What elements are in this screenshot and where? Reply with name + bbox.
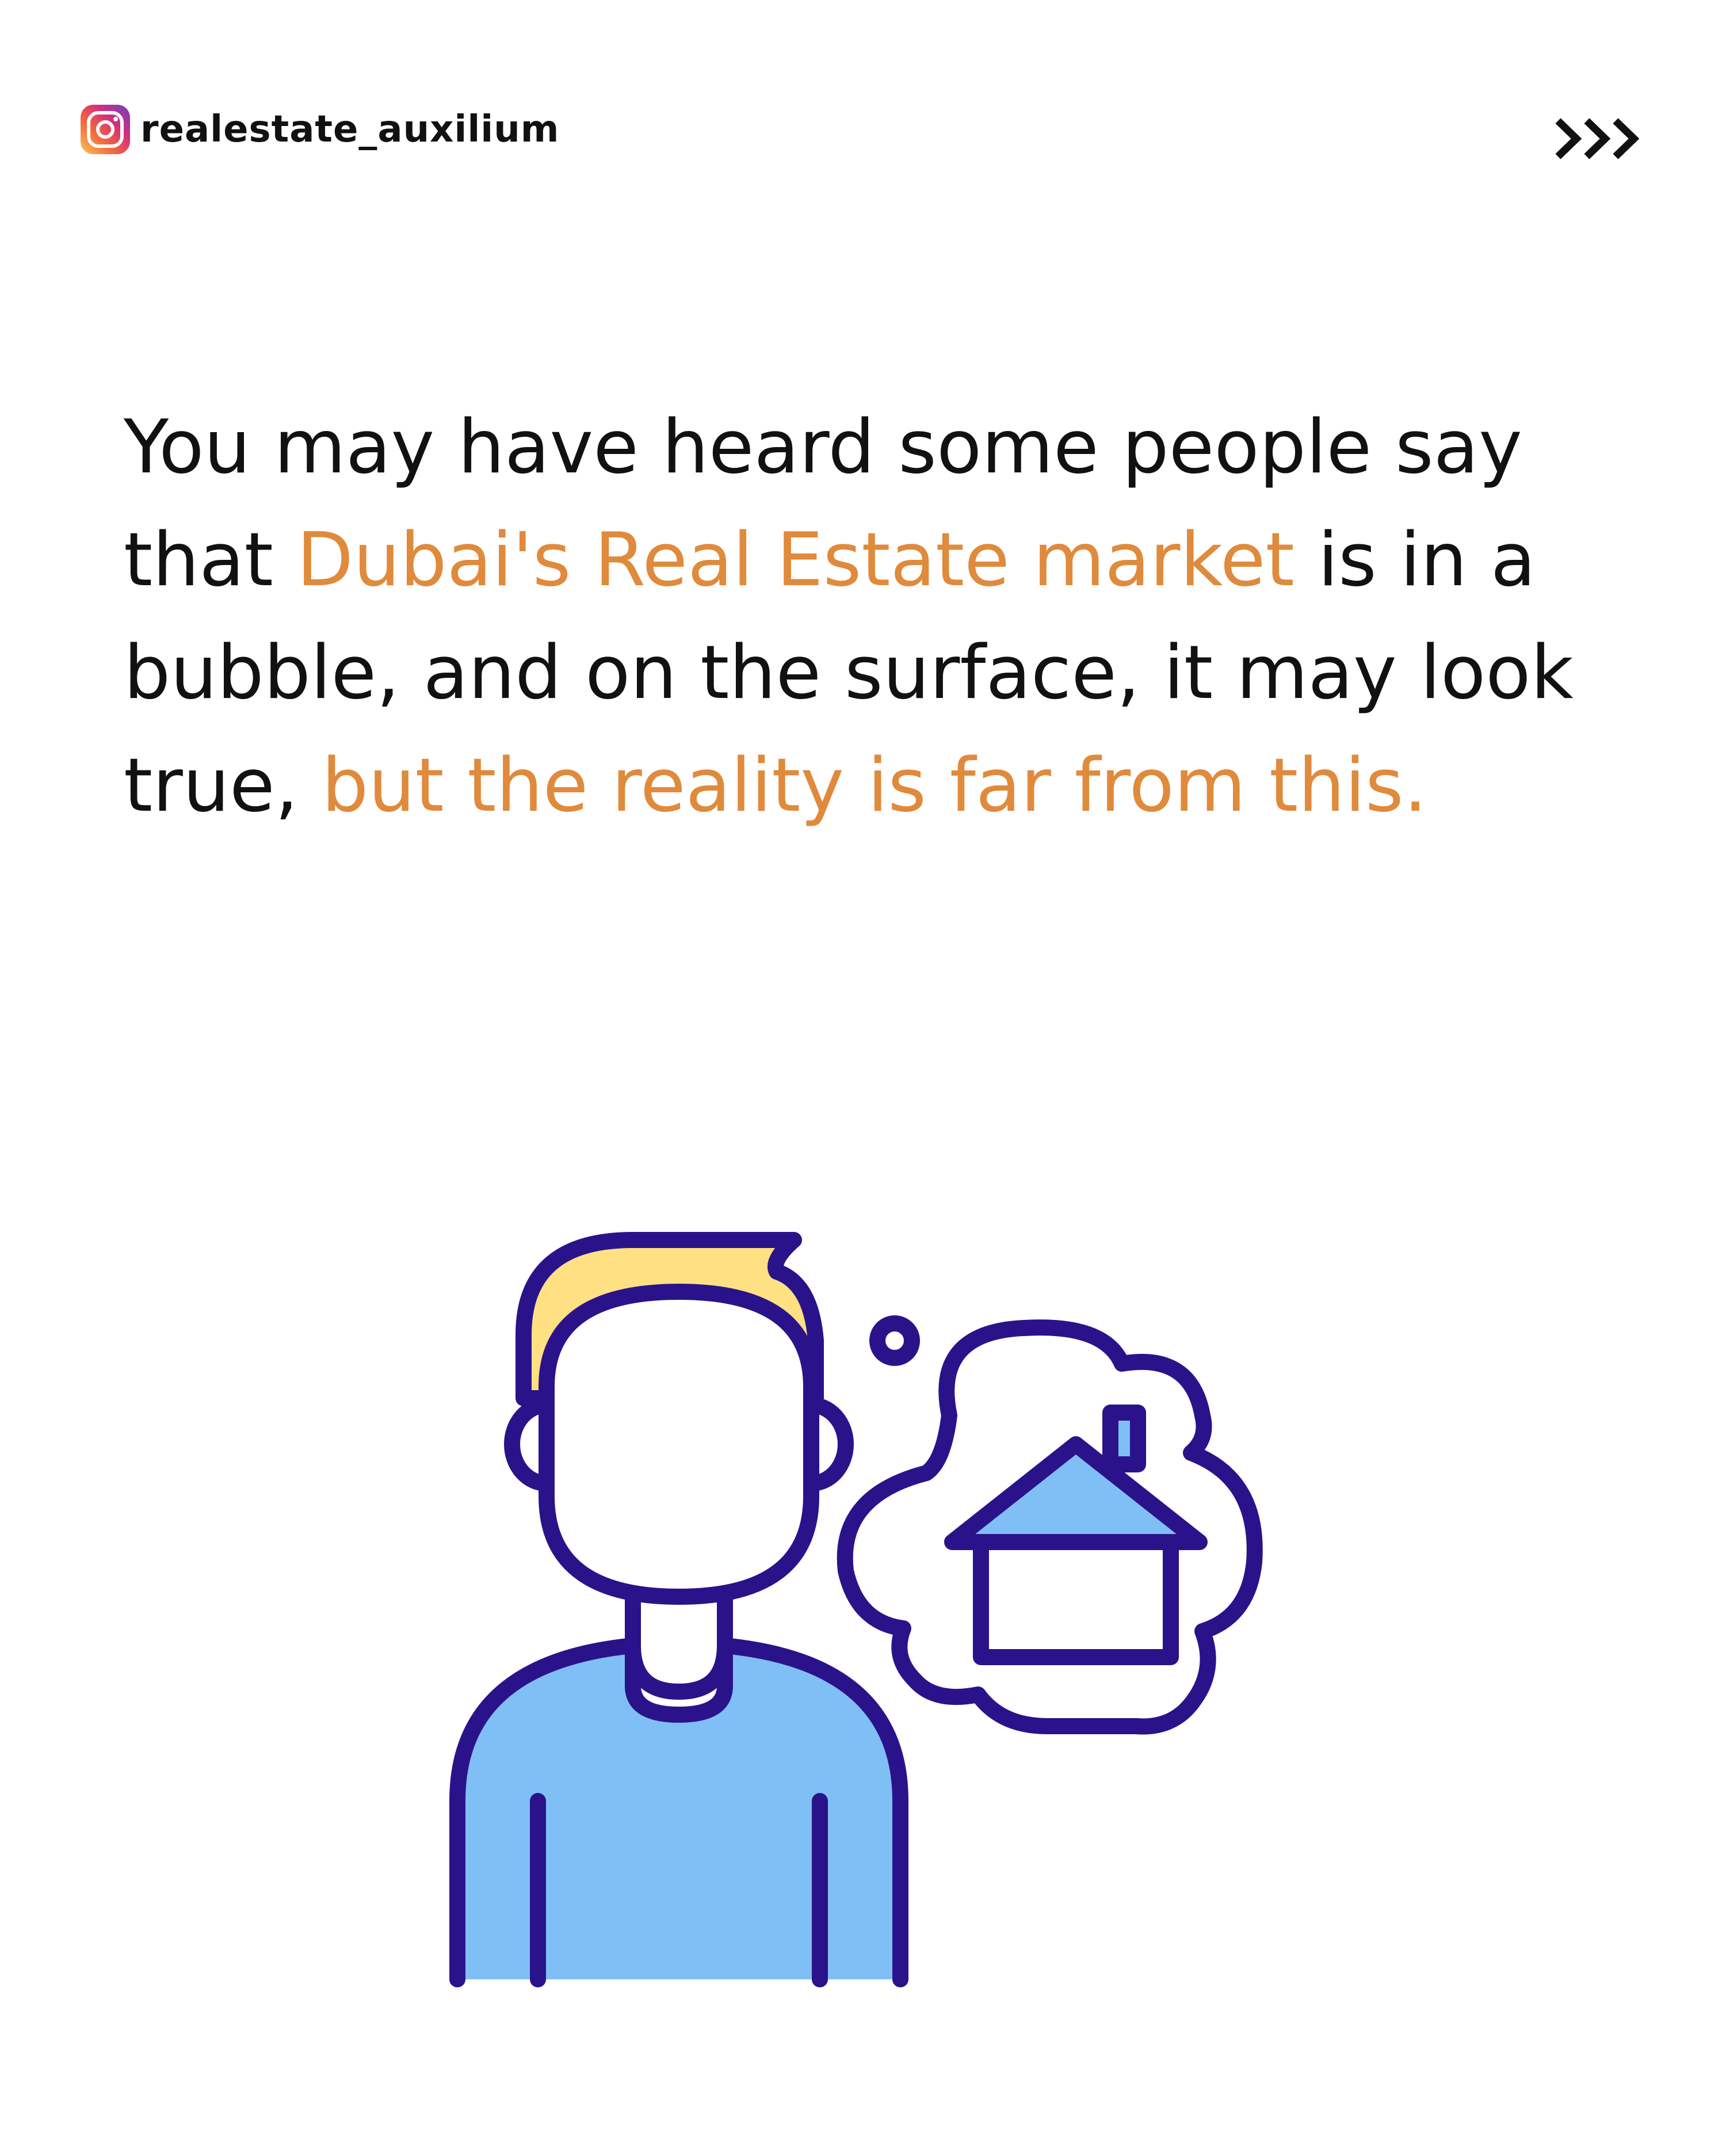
face-shape xyxy=(539,1284,819,1605)
thought-dot xyxy=(869,1315,920,1366)
account-header: realestate_auxilium xyxy=(81,105,559,154)
house-wall xyxy=(973,1534,1179,1665)
headline-highlight-market: Dubai's Real Estate market xyxy=(296,517,1294,603)
headline-line-2-prefix: that xyxy=(124,517,297,603)
house-chimney xyxy=(1102,1405,1146,1472)
headline-line-2-suffix: is in a xyxy=(1294,517,1536,603)
headline-text: You may have heard some people say that … xyxy=(124,391,1631,842)
instagram-icon xyxy=(81,105,130,154)
headline-line-4-prefix: true, xyxy=(124,743,322,829)
headline-line-1: You may have heard some people say xyxy=(124,405,1522,490)
shirt-shape xyxy=(449,1638,908,1987)
headline-highlight-reality: but the reality is far from this. xyxy=(322,743,1427,829)
triple-chevron-right-icon[interactable] xyxy=(1553,113,1648,165)
person-thinking-of-house-icon xyxy=(449,1232,1263,1987)
account-handle[interactable]: realestate_auxilium xyxy=(140,108,560,151)
headline-line-3: bubble, and on the surface, it may look xyxy=(124,630,1574,716)
